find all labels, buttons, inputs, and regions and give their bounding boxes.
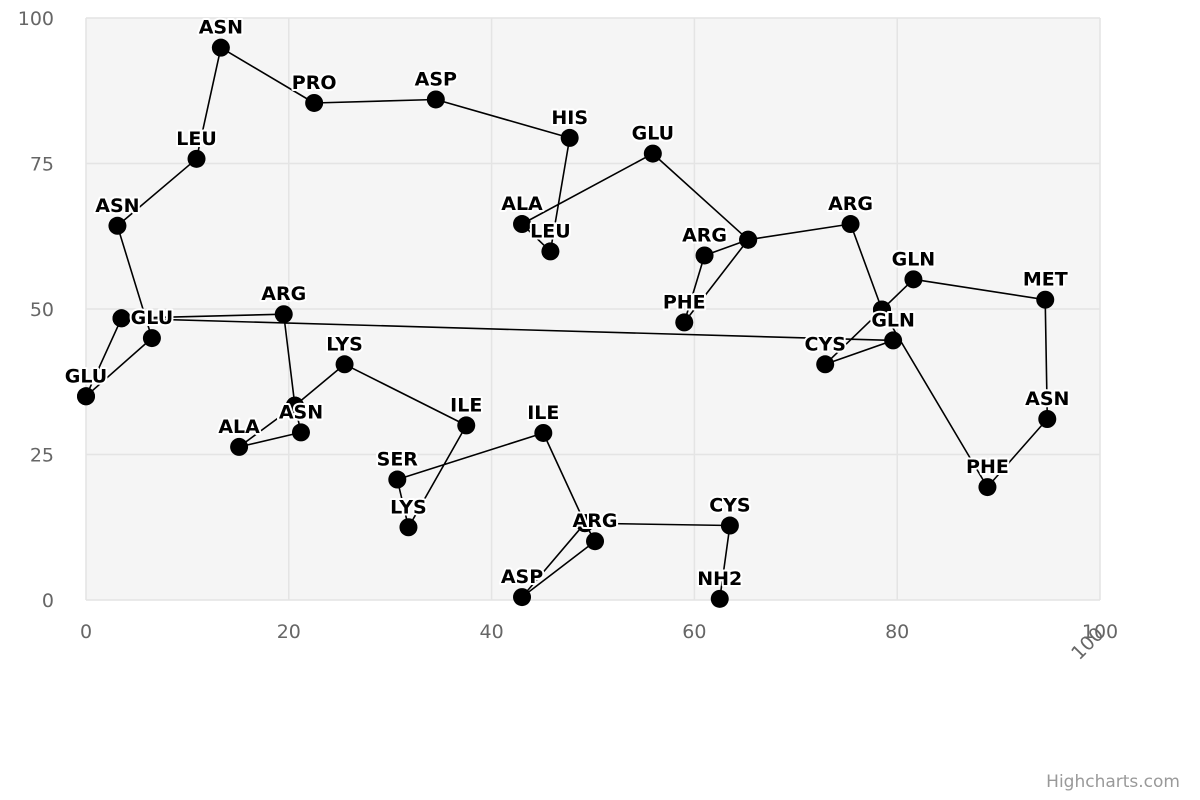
x-tick-label: 0 — [80, 621, 92, 643]
data-label: GLN — [871, 309, 915, 331]
data-point[interactable] — [884, 331, 903, 350]
x-tick-label: 40 — [480, 621, 504, 643]
y-axis: 0 25 50 75 100 — [18, 8, 54, 612]
data-label: SER — [377, 449, 419, 471]
data-label: GLU — [65, 365, 107, 387]
data-label: ARG — [828, 193, 873, 215]
data-point[interactable] — [739, 230, 758, 249]
data-label: PHE — [966, 456, 1009, 478]
data-label: PRO — [292, 72, 337, 94]
data-point[interactable] — [108, 216, 127, 235]
data-label: ASP — [501, 566, 543, 588]
y-tick-label: 100 — [18, 8, 54, 30]
data-point[interactable] — [426, 90, 445, 109]
data-point[interactable] — [841, 215, 860, 234]
data-point[interactable] — [710, 589, 729, 608]
data-label: LYS — [390, 496, 427, 518]
data-point[interactable] — [643, 144, 662, 163]
data-label: PHE — [663, 291, 706, 313]
data-point[interactable] — [335, 355, 354, 374]
data-point[interactable] — [904, 270, 923, 289]
data-label: GLN — [892, 248, 936, 270]
data-point[interactable] — [457, 416, 476, 435]
data-point[interactable] — [1038, 409, 1057, 428]
data-point[interactable] — [541, 242, 560, 261]
data-point[interactable] — [513, 215, 532, 234]
y-tick-label: 50 — [30, 299, 54, 321]
data-label: HIS — [551, 107, 588, 129]
data-label: ARG — [682, 224, 727, 246]
data-label: CYS — [709, 495, 750, 517]
data-point[interactable] — [978, 478, 997, 497]
data-label: ILE — [527, 402, 559, 424]
data-label: MET — [1023, 269, 1068, 291]
data-label: ARG — [261, 283, 306, 305]
data-label: ILE — [450, 394, 482, 416]
x-tick-label: 100 — [1082, 621, 1118, 643]
data-label: ASN — [95, 195, 139, 217]
data-point[interactable] — [675, 313, 694, 332]
data-point[interactable] — [285, 396, 304, 415]
data-label: ASP — [415, 68, 457, 90]
y-tick-label: 75 — [30, 154, 54, 176]
data-point[interactable] — [534, 423, 553, 442]
data-point[interactable] — [560, 128, 579, 147]
data-point[interactable] — [575, 514, 594, 533]
data-label: GLU — [632, 123, 674, 145]
data-label: NH2 — [697, 568, 742, 590]
data-label: GLU — [131, 307, 173, 329]
data-point[interactable] — [77, 387, 95, 406]
data-label: ASN — [279, 401, 323, 423]
data-point[interactable] — [872, 300, 891, 319]
data-point[interactable] — [112, 309, 131, 328]
data-point[interactable] — [816, 355, 835, 374]
data-point[interactable] — [211, 38, 230, 57]
x-tick-label: 20 — [277, 621, 301, 643]
credits-link[interactable]: Highcharts.com — [1046, 772, 1180, 792]
data-label: ASN — [199, 17, 243, 39]
data-point[interactable] — [1036, 290, 1055, 309]
data-point[interactable] — [142, 329, 161, 348]
y-tick-label: 0 — [42, 590, 54, 612]
data-label: CYS — [805, 333, 846, 355]
data-point[interactable] — [695, 246, 714, 265]
data-point[interactable] — [513, 588, 532, 607]
data-label: LEU — [176, 128, 217, 150]
data-point[interactable] — [388, 470, 407, 489]
data-label: ALA — [218, 416, 260, 438]
point-labels: GLU ASN LEU ASN PRO ASP HIS LEU ALA GLU ARG PHE ARG G… — [63, 15, 1072, 592]
data-point[interactable] — [399, 518, 418, 537]
data-label: LEU — [530, 220, 571, 242]
data-point[interactable] — [274, 305, 293, 324]
x-tick-label: 60 — [682, 621, 706, 643]
data-label: ARG — [573, 510, 618, 532]
data-label: ASN — [1025, 388, 1069, 410]
data-point[interactable] — [720, 516, 739, 535]
data-point[interactable] — [187, 149, 206, 168]
data-point[interactable] — [305, 93, 324, 112]
data-point[interactable] — [291, 423, 310, 442]
x-tick-label: 80 — [885, 621, 909, 643]
data-point[interactable] — [230, 437, 249, 456]
data-point[interactable] — [586, 532, 605, 551]
data-label: LYS — [326, 333, 363, 355]
y-tick-label: 25 — [30, 445, 54, 467]
series-markers — [77, 38, 1057, 608]
data-label: ALA — [501, 193, 543, 215]
